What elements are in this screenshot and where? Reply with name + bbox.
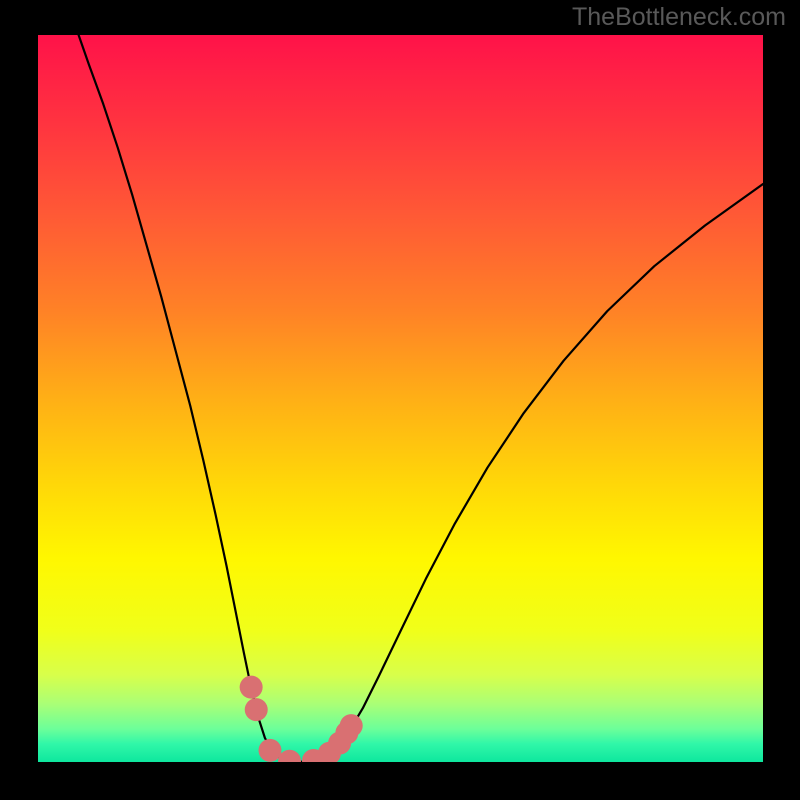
plot-background xyxy=(38,35,763,762)
chart-stage: TheBottleneck.com xyxy=(0,0,800,800)
curve-marker xyxy=(245,698,268,721)
chart-svg xyxy=(0,0,800,800)
curve-marker xyxy=(340,714,363,737)
curve-marker xyxy=(240,676,263,699)
curve-marker xyxy=(278,750,301,773)
curve-marker xyxy=(259,739,282,762)
